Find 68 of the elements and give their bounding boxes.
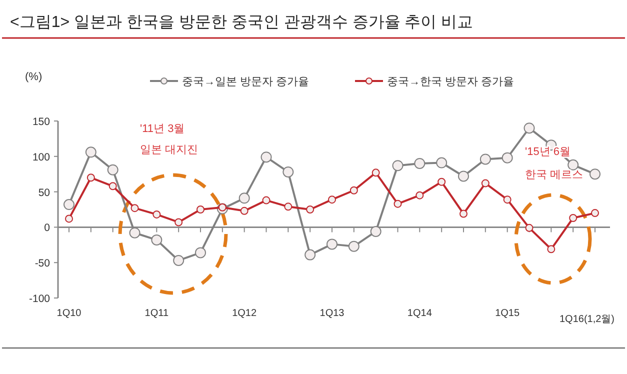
point	[569, 214, 578, 222]
point	[152, 210, 161, 218]
point	[370, 226, 382, 237]
point	[107, 164, 118, 176]
point	[568, 159, 579, 170]
point	[481, 179, 490, 188]
x-tick-label: 1Q14	[407, 308, 432, 319]
y-tick-label: 150	[32, 116, 50, 128]
point	[350, 186, 358, 194]
point	[414, 158, 426, 169]
point	[590, 168, 600, 180]
y-tick-label: -100	[28, 293, 50, 305]
point	[392, 160, 404, 172]
point	[151, 234, 162, 246]
y-tick-label: -50	[34, 258, 50, 270]
point	[328, 196, 336, 204]
point	[64, 199, 74, 210]
annotation: 한국 메르스	[525, 169, 584, 181]
point	[196, 206, 204, 214]
point	[460, 210, 468, 218]
point	[502, 152, 513, 164]
point	[480, 154, 491, 165]
legend-label: 중국→일본 방문자 증가율	[182, 76, 310, 88]
point	[262, 196, 270, 204]
point	[129, 227, 140, 238]
y-tick-label: 0	[44, 222, 50, 234]
point	[130, 204, 139, 212]
point	[416, 191, 424, 200]
point	[260, 152, 272, 163]
point	[436, 157, 448, 168]
point	[524, 122, 535, 134]
point	[458, 170, 469, 182]
point	[174, 218, 183, 226]
point	[591, 209, 599, 218]
point	[65, 214, 73, 223]
annotation: '11년 3월	[140, 123, 185, 135]
x-tick-label: 1Q15	[495, 308, 520, 319]
point	[238, 192, 250, 204]
legend-label: 중국→한국 방문자 증가율	[387, 76, 514, 88]
point	[394, 200, 402, 208]
point	[547, 245, 556, 254]
chart-title: <그림1> 일본과 한국을 방문한 중국인 관광객수 증가율 추이 비교	[10, 14, 474, 31]
point	[86, 174, 95, 182]
point	[173, 254, 184, 266]
x-tick-label: 1Q12	[232, 308, 257, 319]
point	[85, 146, 96, 158]
point	[240, 206, 248, 215]
point	[195, 247, 206, 258]
x-tick-label: 1Q16(1,2월)	[559, 314, 615, 325]
x-tick-label: 1Q13	[320, 308, 345, 319]
point	[438, 178, 446, 186]
y-axis-title: (%)	[25, 71, 42, 83]
point	[372, 168, 380, 177]
point	[348, 240, 360, 252]
point	[108, 182, 117, 190]
point	[503, 196, 512, 204]
point	[326, 238, 338, 250]
annotation: 일본 대지진	[140, 144, 198, 156]
y-tick-label: 100	[32, 151, 50, 164]
point	[218, 203, 226, 212]
point	[282, 166, 294, 178]
point	[304, 249, 316, 260]
point	[284, 202, 292, 211]
y-tick-label: 50	[38, 186, 50, 199]
point	[525, 224, 534, 232]
point	[306, 206, 314, 214]
x-tick-label: 1Q10	[56, 308, 82, 319]
x-tick-label: 1Q11	[144, 308, 169, 319]
